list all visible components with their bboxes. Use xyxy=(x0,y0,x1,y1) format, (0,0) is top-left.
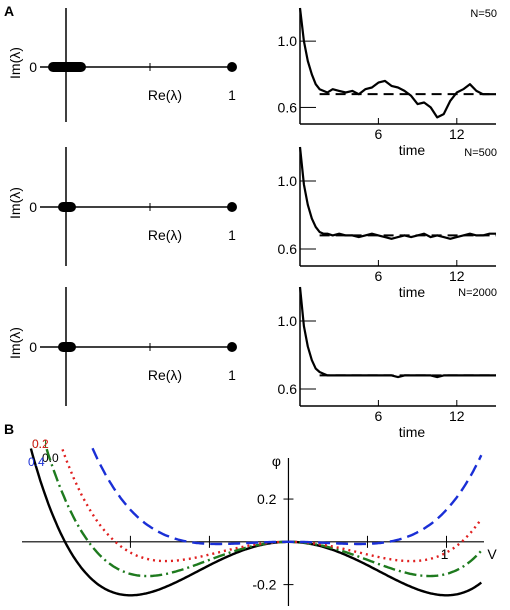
eig-x-tick-label: 1 xyxy=(228,87,236,103)
eig-xlabel: Re(λ) xyxy=(148,367,182,383)
ts-xlabel: time xyxy=(399,142,426,158)
eig-y-tick-label: 0 xyxy=(29,59,37,75)
ts-series-line xyxy=(298,146,496,240)
pot-y-tick-label: -0.2 xyxy=(252,577,276,593)
eig-outlier-point xyxy=(227,342,237,352)
ts-y-tick-label: 1.0 xyxy=(278,173,298,189)
eig-x-tick-label: 1 xyxy=(228,367,236,383)
timeseries-panels: 0.6 1.0 6 12 time N=50 0.6 1.0 6 12 time N=500 0.6 1.… xyxy=(278,7,497,440)
ts-xlabel: time xyxy=(399,424,426,440)
pot-y-tick-label: 0.2 xyxy=(257,491,277,507)
ts-x-tick-label: 12 xyxy=(449,268,465,284)
pot-series-label: 0.4 xyxy=(28,455,45,469)
eig-xlabel: Re(λ) xyxy=(148,227,182,243)
eig-cluster xyxy=(48,62,86,72)
eig-ylabel: Im(λ) xyxy=(7,327,23,359)
eig-y-tick-label: 0 xyxy=(29,339,37,355)
eig-ylabel: Im(λ) xyxy=(7,47,23,79)
eig-cluster xyxy=(58,202,76,212)
eigenvalue-panels: 0 1 Re(λ) Im(λ) 0 1 Re(λ) Im(λ) 0 1 Re(λ) Im(λ) xyxy=(7,8,237,406)
eig-ylabel: Im(λ) xyxy=(7,187,23,219)
panel-label-b: B xyxy=(4,421,14,437)
ts-x-tick-label: 6 xyxy=(375,408,383,424)
pot-series-line xyxy=(45,448,483,578)
eig-outlier-point xyxy=(227,202,237,212)
ts-y-tick-label: 1.0 xyxy=(278,33,298,49)
ts-y-tick-label: 0.6 xyxy=(278,381,298,397)
ts-n-label: N=50 xyxy=(470,8,497,20)
ts-series-line xyxy=(298,7,496,119)
ts-x-tick-label: 6 xyxy=(375,268,383,284)
ts-x-tick-label: 6 xyxy=(375,126,383,142)
pot-x-tick-label: 1 xyxy=(441,546,449,562)
ts-n-label: N=500 xyxy=(464,147,497,159)
ts-xlabel: time xyxy=(399,284,426,300)
eig-outlier-point xyxy=(227,62,237,72)
ts-x-tick-label: 12 xyxy=(449,408,465,424)
ts-n-label: N=2000 xyxy=(458,287,497,299)
ts-y-tick-label: 1.0 xyxy=(278,313,298,329)
pot-series-label: 0.2 xyxy=(32,437,49,451)
ts-y-tick-label: 0.6 xyxy=(278,99,298,115)
eig-y-tick-label: 0 xyxy=(29,199,37,215)
pot-ylabel: φ xyxy=(272,453,281,469)
panel-label-a: A xyxy=(4,3,14,19)
pot-series-label: 0.1 xyxy=(32,437,49,451)
eig-cluster xyxy=(58,342,76,352)
eig-x-tick-label: 1 xyxy=(228,227,236,243)
pot-series-line xyxy=(91,447,483,546)
eig-xlabel: Re(λ) xyxy=(148,87,182,103)
pot-xlabel: V xyxy=(487,546,497,562)
ts-x-tick-label: 12 xyxy=(449,126,465,142)
ts-series-line xyxy=(298,286,496,379)
ts-y-tick-label: 0.6 xyxy=(278,241,298,257)
